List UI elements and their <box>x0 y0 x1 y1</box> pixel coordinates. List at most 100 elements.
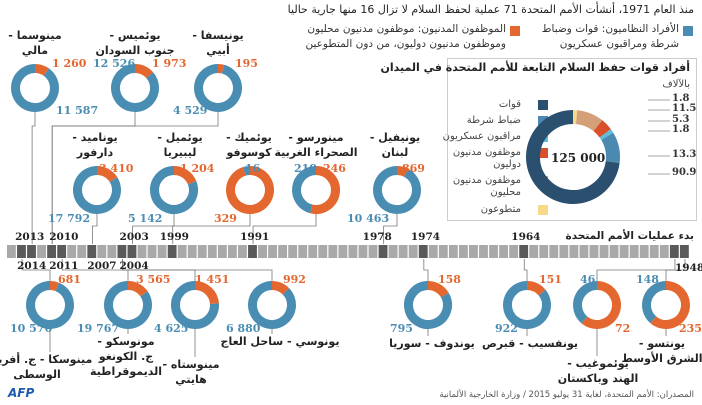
timeline-year-1994 <box>217 245 227 258</box>
timeline-label: 2013 <box>15 231 45 243</box>
timeline-year-1961 <box>549 245 559 258</box>
donut-uniformed-segment <box>194 64 242 112</box>
donut-uniformed-segment <box>150 166 198 214</box>
donut-civilian-segment <box>127 281 148 297</box>
civilian-value: 151 <box>539 273 562 286</box>
donut-uniformed-segment <box>373 166 421 214</box>
timeline-year-1989 <box>268 245 277 258</box>
timeline-year-1990 <box>258 245 267 258</box>
mission-name-line: يوندوف - سوريا <box>389 337 475 350</box>
timeline-label: 1999 <box>159 231 189 243</box>
mission-name-line: يونتسو - <box>638 337 686 350</box>
uniformed-value: 46 <box>580 273 596 286</box>
donut-uniformed-segment <box>104 281 152 329</box>
timeline-year-1967 <box>489 245 498 258</box>
uniformed-value: 11 587 <box>56 104 99 117</box>
peacekeepers-pie-panel: أفراد قوات حفظ السلام التابعة للأمم المت… <box>380 58 697 221</box>
donut-civilian-segment <box>396 166 409 177</box>
donut-civilian-segment <box>650 281 690 329</box>
timeline-year-1997 <box>187 245 197 258</box>
pie-legend-label: قوات <box>498 99 521 110</box>
uniformed-value: 148 <box>636 273 659 286</box>
timeline-label: 2004 <box>119 260 149 272</box>
donut-civilian-segment <box>217 64 225 74</box>
donut-uniformed-segment <box>404 281 452 329</box>
timeline-year-1965 <box>509 245 519 258</box>
pie-slice <box>601 132 620 164</box>
page-title: منذ العام 1971، أنشأت الأمم المتحدة 71 ع… <box>287 3 694 16</box>
pie-title: أفراد قوات حفظ السلام التابعة للأمم المت… <box>380 61 690 74</box>
timeline-year-2013 <box>27 245 36 258</box>
timeline-year-1950 <box>659 245 669 258</box>
timeline-year-1958 <box>579 245 589 258</box>
timeline-label: 2003 <box>119 231 149 243</box>
mission-name-line: كوسوفو <box>226 146 272 159</box>
mission-name-line: يوئموغيب - <box>567 357 629 370</box>
donut-uniformed-segment <box>26 281 74 329</box>
donut-15 <box>642 281 690 329</box>
civilian-value: 1 260 <box>52 57 87 70</box>
civilian-value: 1 204 <box>180 162 215 175</box>
timeline-year-1971 <box>448 245 458 258</box>
pie-legend-label: متطوعون <box>480 204 521 215</box>
mission-name-line: يونفسيب - قبرص <box>482 337 578 350</box>
uniformed-value: 922 <box>495 322 518 335</box>
uniformed-value: 10 576 <box>10 322 53 335</box>
timeline-year-1953 <box>629 245 639 258</box>
timeline-year-1986 <box>298 245 308 258</box>
donut-11 <box>248 281 296 329</box>
mission-name-line: يوئميس - <box>109 29 161 42</box>
civilian-value: 195 <box>235 57 258 70</box>
mission-name: يوئميل - ليبيريا <box>110 130 250 160</box>
timeline-year-1987 <box>288 245 298 258</box>
donut-2 <box>194 64 242 112</box>
mission-name: يونوسي - ساحل العاج <box>210 334 350 349</box>
pie-slice <box>593 120 611 138</box>
legend-uniformed: الأفراد النظاميون: قوات وضباط شرطة ومراق… <box>541 23 679 50</box>
mission-name: يونفسيب - قبرص <box>460 336 600 351</box>
donut-4 <box>150 166 198 214</box>
uniformed-value: 6 880 <box>226 322 261 335</box>
timeline-year-1991 <box>248 245 257 258</box>
uniformed-value: 4 625 <box>154 322 189 335</box>
mission-name-line: هايتي <box>175 373 207 386</box>
uniformed-value: 10 463 <box>347 212 390 225</box>
mission-name: يونيسفا - أبيي <box>148 28 288 58</box>
donut-civilian-segment <box>581 281 621 329</box>
donut-8 <box>26 281 74 329</box>
timeline-year-1972 <box>438 245 448 258</box>
mission-name-line: يونوسي - ساحل العاج <box>220 335 340 348</box>
timeline-year-1960 <box>559 245 569 258</box>
pie-subtitle: بالآلاف <box>662 79 690 90</box>
timeline-year-2000 <box>157 245 167 258</box>
timeline-year-1984 <box>318 245 328 258</box>
donut-uniformed-segment <box>503 281 551 329</box>
timeline-year-1981 <box>348 245 358 258</box>
donut-civilian-segment <box>226 166 274 214</box>
timeline-year-1964 <box>519 245 529 258</box>
mission-name-line: مينوسكا - ج. أفريقيا <box>0 353 93 366</box>
pie-slice <box>526 110 620 204</box>
mission-name-line: يوئميك - <box>226 131 272 144</box>
pie-value-label: 5.3 <box>672 114 690 125</box>
timeline-year-1970 <box>458 245 468 258</box>
timeline-year-1956 <box>599 245 609 258</box>
timeline-heading: بدء عمليات الأمم المتحدة <box>565 230 694 242</box>
timeline-year-1973 <box>428 245 438 258</box>
timeline-year-1952 <box>639 245 649 258</box>
timeline-label: 1991 <box>240 231 270 243</box>
mission-name-line: أبيي <box>206 44 230 57</box>
pie-legend-swatch <box>538 205 548 215</box>
donut-uniformed-segment <box>171 281 219 329</box>
timeline-label: 1964 <box>511 231 541 243</box>
civilian-value: 158 <box>438 273 461 286</box>
donut-5 <box>226 166 274 214</box>
donut-uniformed-segment <box>292 166 317 214</box>
mission-name: يوندوف - سوريا <box>362 336 502 351</box>
timeline-year-1985 <box>308 245 318 258</box>
uniformed-value: 12 526 <box>93 57 136 70</box>
civilian-value: 869 <box>402 162 425 175</box>
timeline-year-1951 <box>649 245 659 258</box>
uniformed-value: 19 767 <box>77 322 120 335</box>
timeline-year-1998 <box>177 245 187 258</box>
